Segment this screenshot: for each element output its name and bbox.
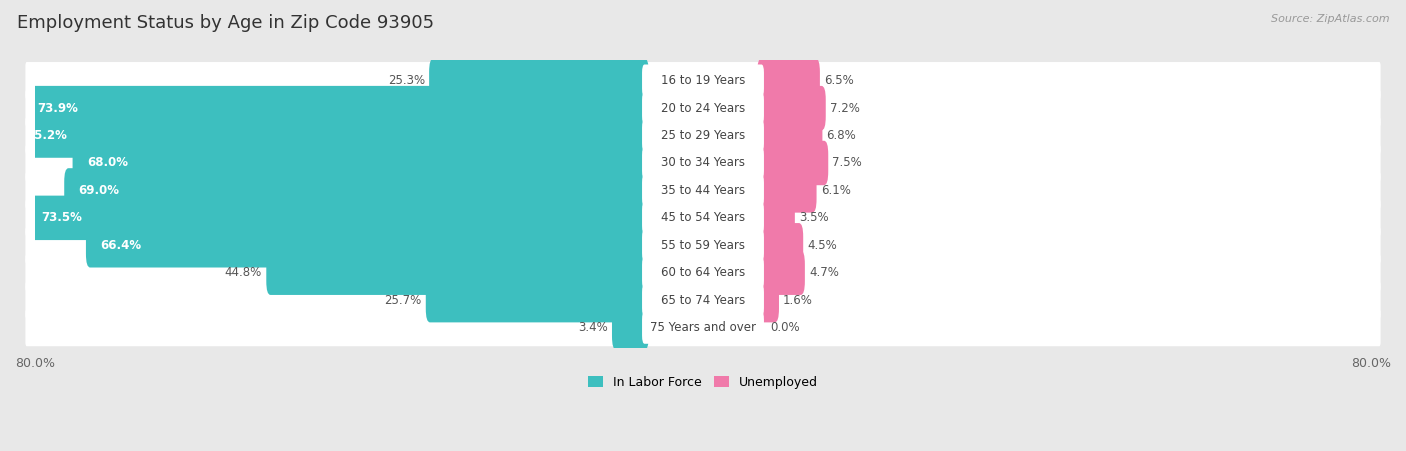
FancyBboxPatch shape (24, 86, 648, 130)
FancyBboxPatch shape (25, 281, 1381, 319)
Text: 6.1%: 6.1% (821, 184, 851, 197)
FancyBboxPatch shape (643, 174, 763, 207)
Text: 69.0%: 69.0% (79, 184, 120, 197)
FancyBboxPatch shape (429, 59, 648, 103)
Text: 6.8%: 6.8% (827, 129, 856, 142)
Text: 1.6%: 1.6% (783, 294, 813, 307)
FancyBboxPatch shape (86, 223, 648, 267)
FancyBboxPatch shape (426, 278, 648, 322)
Text: 30 to 34 Years: 30 to 34 Years (661, 156, 745, 170)
Text: 75.2%: 75.2% (27, 129, 67, 142)
FancyBboxPatch shape (266, 250, 648, 295)
FancyBboxPatch shape (612, 305, 648, 350)
Text: 25.7%: 25.7% (384, 294, 422, 307)
FancyBboxPatch shape (643, 202, 763, 234)
FancyBboxPatch shape (73, 141, 648, 185)
FancyBboxPatch shape (643, 284, 763, 316)
Text: 20 to 24 Years: 20 to 24 Years (661, 101, 745, 115)
Text: 75 Years and over: 75 Years and over (650, 321, 756, 334)
Text: 44.8%: 44.8% (225, 266, 262, 279)
FancyBboxPatch shape (643, 257, 763, 289)
Text: 60 to 64 Years: 60 to 64 Years (661, 266, 745, 279)
FancyBboxPatch shape (27, 196, 648, 240)
FancyBboxPatch shape (758, 250, 804, 295)
FancyBboxPatch shape (25, 144, 1381, 182)
Text: 16 to 19 Years: 16 to 19 Years (661, 74, 745, 87)
Text: 55 to 59 Years: 55 to 59 Years (661, 239, 745, 252)
FancyBboxPatch shape (643, 64, 763, 97)
FancyBboxPatch shape (758, 59, 820, 103)
FancyBboxPatch shape (25, 117, 1381, 154)
FancyBboxPatch shape (65, 168, 648, 212)
FancyBboxPatch shape (25, 309, 1381, 346)
Text: 68.0%: 68.0% (87, 156, 128, 170)
Text: 66.4%: 66.4% (100, 239, 141, 252)
FancyBboxPatch shape (758, 278, 779, 322)
FancyBboxPatch shape (758, 196, 794, 240)
FancyBboxPatch shape (758, 86, 825, 130)
Text: 4.5%: 4.5% (807, 239, 837, 252)
Text: Employment Status by Age in Zip Code 93905: Employment Status by Age in Zip Code 939… (17, 14, 434, 32)
Text: 7.5%: 7.5% (832, 156, 862, 170)
FancyBboxPatch shape (643, 147, 763, 179)
Text: 4.7%: 4.7% (808, 266, 839, 279)
FancyBboxPatch shape (25, 89, 1381, 127)
FancyBboxPatch shape (643, 229, 763, 262)
FancyBboxPatch shape (643, 311, 763, 344)
Text: 45 to 54 Years: 45 to 54 Years (661, 212, 745, 224)
FancyBboxPatch shape (758, 113, 823, 158)
FancyBboxPatch shape (25, 62, 1381, 99)
FancyBboxPatch shape (758, 141, 828, 185)
Text: 73.9%: 73.9% (38, 101, 79, 115)
FancyBboxPatch shape (25, 227, 1381, 264)
Text: 3.4%: 3.4% (578, 321, 607, 334)
FancyBboxPatch shape (758, 168, 817, 212)
FancyBboxPatch shape (25, 172, 1381, 209)
Text: 73.5%: 73.5% (41, 212, 82, 224)
Text: Source: ZipAtlas.com: Source: ZipAtlas.com (1271, 14, 1389, 23)
Text: 6.5%: 6.5% (824, 74, 853, 87)
FancyBboxPatch shape (25, 254, 1381, 291)
Text: 7.2%: 7.2% (830, 101, 860, 115)
FancyBboxPatch shape (643, 92, 763, 124)
FancyBboxPatch shape (643, 120, 763, 152)
FancyBboxPatch shape (13, 113, 648, 158)
Text: 25 to 29 Years: 25 to 29 Years (661, 129, 745, 142)
Text: 3.5%: 3.5% (799, 212, 828, 224)
FancyBboxPatch shape (758, 223, 803, 267)
Text: 25.3%: 25.3% (388, 74, 425, 87)
Text: 35 to 44 Years: 35 to 44 Years (661, 184, 745, 197)
FancyBboxPatch shape (25, 199, 1381, 236)
Legend: In Labor Force, Unemployed: In Labor Force, Unemployed (583, 371, 823, 394)
Text: 0.0%: 0.0% (770, 321, 800, 334)
Text: 65 to 74 Years: 65 to 74 Years (661, 294, 745, 307)
